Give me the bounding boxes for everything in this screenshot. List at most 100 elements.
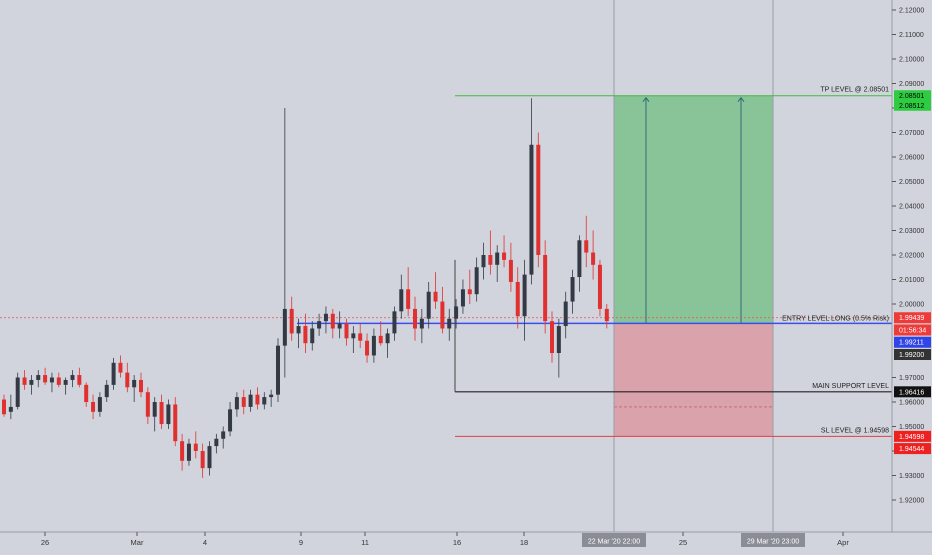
candle-body (447, 318, 452, 329)
candle-body (310, 328, 315, 344)
price-tick-label: 1.97000 (899, 375, 924, 382)
candle-body (358, 333, 363, 341)
candle-body (200, 451, 205, 469)
price-tick-label: 2.12000 (899, 8, 924, 15)
time-badge-label: 22 Mar '20 22:00 (588, 539, 640, 546)
candle-body (63, 379, 68, 385)
candle-body (591, 252, 596, 265)
candle-body (214, 438, 219, 447)
price-badges: 2.08501 2.08512 1.99439 01:56:34 1.99211 1.99… (894, 90, 931, 455)
time-tick-label: Mar (131, 538, 144, 547)
candle-body (56, 377, 61, 385)
time-badges: 22 Mar '20 22:00 29 Mar '20 23:00 (582, 533, 805, 547)
candle-body (207, 446, 212, 469)
candle-body (351, 333, 356, 339)
candle-body (522, 274, 527, 317)
time-tick-label: 16 (453, 538, 461, 547)
candle-body (604, 308, 609, 322)
target-arrows (614, 96, 773, 408)
candle-body (125, 372, 130, 388)
time-tick-label: 18 (520, 538, 528, 547)
candle-body (221, 431, 226, 439)
candle-body (426, 291, 431, 319)
price-badge (894, 430, 931, 442)
candle-body (584, 240, 589, 253)
candle-body (371, 335, 376, 356)
time-tick-label: 25 (679, 538, 687, 547)
price-badge (894, 312, 931, 324)
candle-body (330, 313, 335, 329)
candle-body (15, 377, 20, 407)
candle-body (43, 375, 48, 383)
price-badge-label: 2.08501 (899, 93, 924, 100)
entry-level-label: ENTRY LEVEL LONG (0.5% Risk) (782, 315, 889, 322)
price-badge-label: 1.96416 (899, 389, 924, 396)
candle-body (91, 402, 96, 412)
candle-body (166, 404, 171, 425)
candle-body (104, 384, 109, 398)
time-badge (582, 533, 646, 547)
candle-body (529, 144, 534, 275)
price-tick-label: 2.03000 (899, 228, 924, 235)
price-tick-label: 2.04000 (899, 204, 924, 211)
price-tick-label: 2.09000 (899, 81, 924, 88)
price-badge-label: 01:56:34 (899, 327, 926, 334)
candle-body (118, 362, 123, 373)
candle-body (282, 308, 287, 346)
candle-body (255, 394, 260, 405)
candle-body (399, 289, 404, 312)
candle-body (276, 345, 280, 395)
candle-body (419, 318, 424, 329)
candle-body (406, 289, 411, 309)
candle-body (296, 326, 301, 334)
price-badge-label: 1.94544 (899, 446, 924, 453)
candle-body (454, 306, 459, 319)
price-tick-label: 2.02000 (899, 253, 924, 260)
candle-body (433, 291, 438, 302)
price-tick-label: 2.07000 (899, 130, 924, 137)
candle-body (365, 340, 370, 356)
candle-body (269, 394, 274, 398)
candle-body (228, 409, 233, 432)
candle-body (289, 308, 294, 334)
candle-body (481, 255, 486, 268)
time-tick-label: 11 (361, 538, 369, 547)
candle-body (440, 301, 445, 329)
sl-level-label: SL LEVEL @ 1.94598 (821, 427, 889, 434)
price-tick-label: 2.10000 (899, 57, 924, 64)
price-tick-label: 1.93000 (899, 473, 924, 480)
candle-body (262, 397, 267, 405)
support-level-label: MAIN SUPPORT LEVEL (812, 383, 889, 390)
candle-body (385, 333, 390, 344)
candle-body (467, 289, 472, 295)
price-badge (894, 99, 931, 111)
candle-body (152, 402, 157, 417)
candle-body (323, 313, 328, 322)
candle-body (22, 377, 27, 385)
candle-body (550, 321, 554, 353)
candle-body (597, 264, 602, 309)
time-scale-ticks[interactable]: 26 Mar 4 9 11 16 18 25 Apr (41, 532, 850, 547)
price-badge-label: 1.99439 (899, 315, 924, 322)
candle-body (378, 335, 383, 344)
candle-body (132, 379, 137, 388)
price-badge-label: 1.99200 (899, 352, 924, 359)
profit-zone[interactable] (614, 95, 773, 324)
candle-body (563, 301, 568, 327)
target-arrow-head (737, 96, 745, 103)
candle-body (543, 255, 548, 322)
candles (2, 98, 609, 478)
price-badge (894, 348, 931, 360)
loss-zone[interactable] (614, 323, 773, 437)
price-tick-label: 2.06000 (899, 155, 924, 162)
time-tick-label: 26 (41, 538, 49, 547)
price-badge (894, 443, 931, 455)
candle-body (145, 392, 150, 417)
candle-body (508, 259, 513, 282)
candle-body (488, 255, 493, 265)
candle-body (193, 443, 198, 451)
candle-body (570, 277, 575, 302)
